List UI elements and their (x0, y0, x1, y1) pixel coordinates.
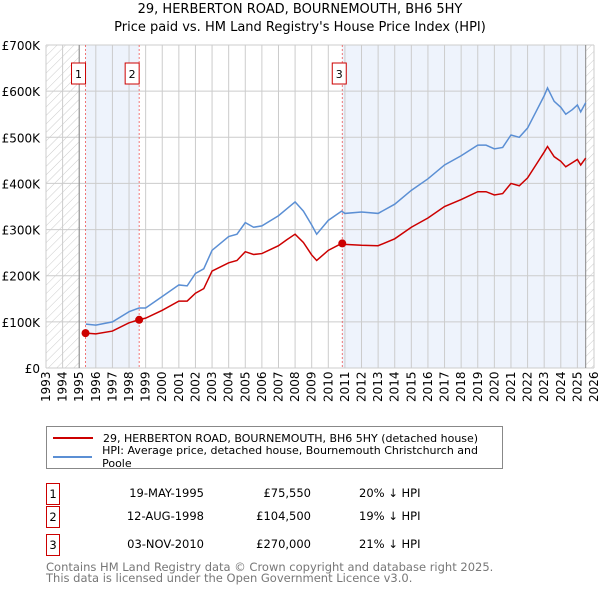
sale-label-box (124, 62, 140, 85)
x-tick-label: 2010 (321, 371, 335, 402)
y-tick-label: £200K (2, 270, 42, 284)
legend-item-property: 29, HERBERTON ROAD, BOURNEMOUTH, BH6 5HY… (53, 429, 478, 447)
x-tick-label: 2012 (355, 371, 369, 402)
sale-label-box (71, 62, 87, 85)
sale-hpi: 20% ↓ HPI (359, 486, 421, 500)
x-tick-label: 2025 (570, 371, 584, 402)
x-tick-label: 2003 (205, 371, 219, 402)
chart-title: 29, HERBERTON ROAD, BOURNEMOUTH, BH6 5HY (137, 2, 463, 17)
x-tick-label: 2004 (222, 371, 236, 402)
y-tick-label: £600K (2, 85, 42, 99)
x-tick-label: 2017 (438, 371, 452, 402)
x-tick-label: 2002 (188, 371, 202, 402)
price-chart: 1993 1994 1995 1996 1997 1998 1999 2000 2001 2002… (2, 39, 600, 402)
sale-point (135, 315, 144, 324)
sale-date: 19-MAY-1995 (129, 486, 204, 500)
x-tick-label: 2005 (238, 371, 252, 402)
sale-price: £104,500 (256, 509, 311, 523)
x-tick-label: 1999 (139, 371, 153, 402)
hatched-range (585, 45, 594, 368)
footer-copyright: Contains HM Land Registry data © Crown c… (46, 560, 494, 574)
sale-date: 12-AUG-1998 (126, 509, 204, 523)
x-tick-label: 2008 (288, 371, 302, 402)
x-tick-label: 2006 (255, 371, 269, 402)
x-tick-label: 2023 (537, 371, 551, 402)
sale-row: 2 12-AUG-1998 £104,500 19% ↓ HPI (46, 506, 446, 528)
x-tick-label: 2013 (371, 371, 385, 402)
x-tick-label: 2009 (305, 371, 319, 402)
x-tick-label: 2026 (587, 371, 600, 402)
x-tick-label: 2014 (388, 371, 402, 402)
red-line-swatch (53, 437, 93, 439)
sale-marker: 3 (46, 534, 60, 556)
legend-item-hpi: HPI: Average price, detached house, Bour… (53, 444, 502, 470)
sale-label: 2 (129, 68, 136, 81)
blue-line-swatch (53, 456, 93, 458)
sale-label: 1 (75, 68, 82, 81)
y-tick-label: £400K (2, 177, 42, 191)
x-tick-label: 2022 (521, 371, 535, 402)
sale-hpi: 21% ↓ HPI (359, 537, 421, 551)
x-tick-label: 2000 (155, 371, 169, 402)
x-tick-label: 2018 (454, 371, 468, 402)
legend: 29, HERBERTON ROAD, BOURNEMOUTH, BH6 5HY… (46, 426, 503, 470)
y-tick-label: £300K (2, 224, 42, 238)
sale-date: 03-NOV-2010 (127, 537, 204, 551)
x-tick-label: 1996 (89, 371, 103, 402)
sale-price: £270,000 (256, 537, 311, 551)
hpi-line (85, 86, 587, 326)
sale-row: 1 19-MAY-1995 £75,550 20% ↓ HPI (46, 483, 446, 505)
sale-marker: 1 (46, 483, 60, 505)
chart-subtitle: Price paid vs. HM Land Registry's House … (114, 20, 486, 35)
x-tick-label: 2020 (487, 371, 501, 402)
sale-marker: 2 (46, 506, 60, 528)
sale-point (81, 329, 90, 338)
y-tick-label: £100K (2, 316, 42, 330)
x-tick-label: 2024 (554, 371, 568, 402)
x-tick-label: 2015 (404, 371, 418, 402)
x-tick-label: 2016 (421, 371, 435, 402)
legend-label: 29, HERBERTON ROAD, BOURNEMOUTH, BH6 5HY… (103, 431, 479, 445)
legend-label: HPI: Average price, detached house, Bour… (102, 444, 479, 470)
y-tick-label: £0 (25, 362, 40, 376)
sale-price: £75,550 (263, 486, 311, 500)
x-tick-label: 1995 (72, 371, 86, 402)
footer-licence: This data is licensed under the Open Gov… (46, 571, 413, 585)
x-tick-label: 2011 (338, 371, 352, 402)
sale-label: 3 (336, 68, 343, 81)
x-tick-label: 1993 (39, 371, 53, 402)
shaded-range (342, 45, 586, 368)
y-tick-label: £500K (2, 131, 42, 145)
x-tick-label: 2019 (471, 371, 485, 402)
x-tick-label: 1994 (56, 371, 70, 402)
sale-row: 3 03-NOV-2010 £270,000 21% ↓ HPI (46, 534, 446, 556)
x-tick-label: 2021 (504, 371, 518, 402)
sale-point (338, 239, 347, 248)
x-tick-label: 2001 (172, 371, 186, 402)
sale-hpi: 19% ↓ HPI (359, 509, 421, 523)
x-tick-label: 1998 (122, 371, 136, 402)
x-tick-label: 2007 (271, 371, 285, 402)
sale-label-box (331, 62, 347, 85)
y-tick-label: £700K (2, 39, 42, 53)
x-tick-label: 1997 (105, 371, 119, 402)
